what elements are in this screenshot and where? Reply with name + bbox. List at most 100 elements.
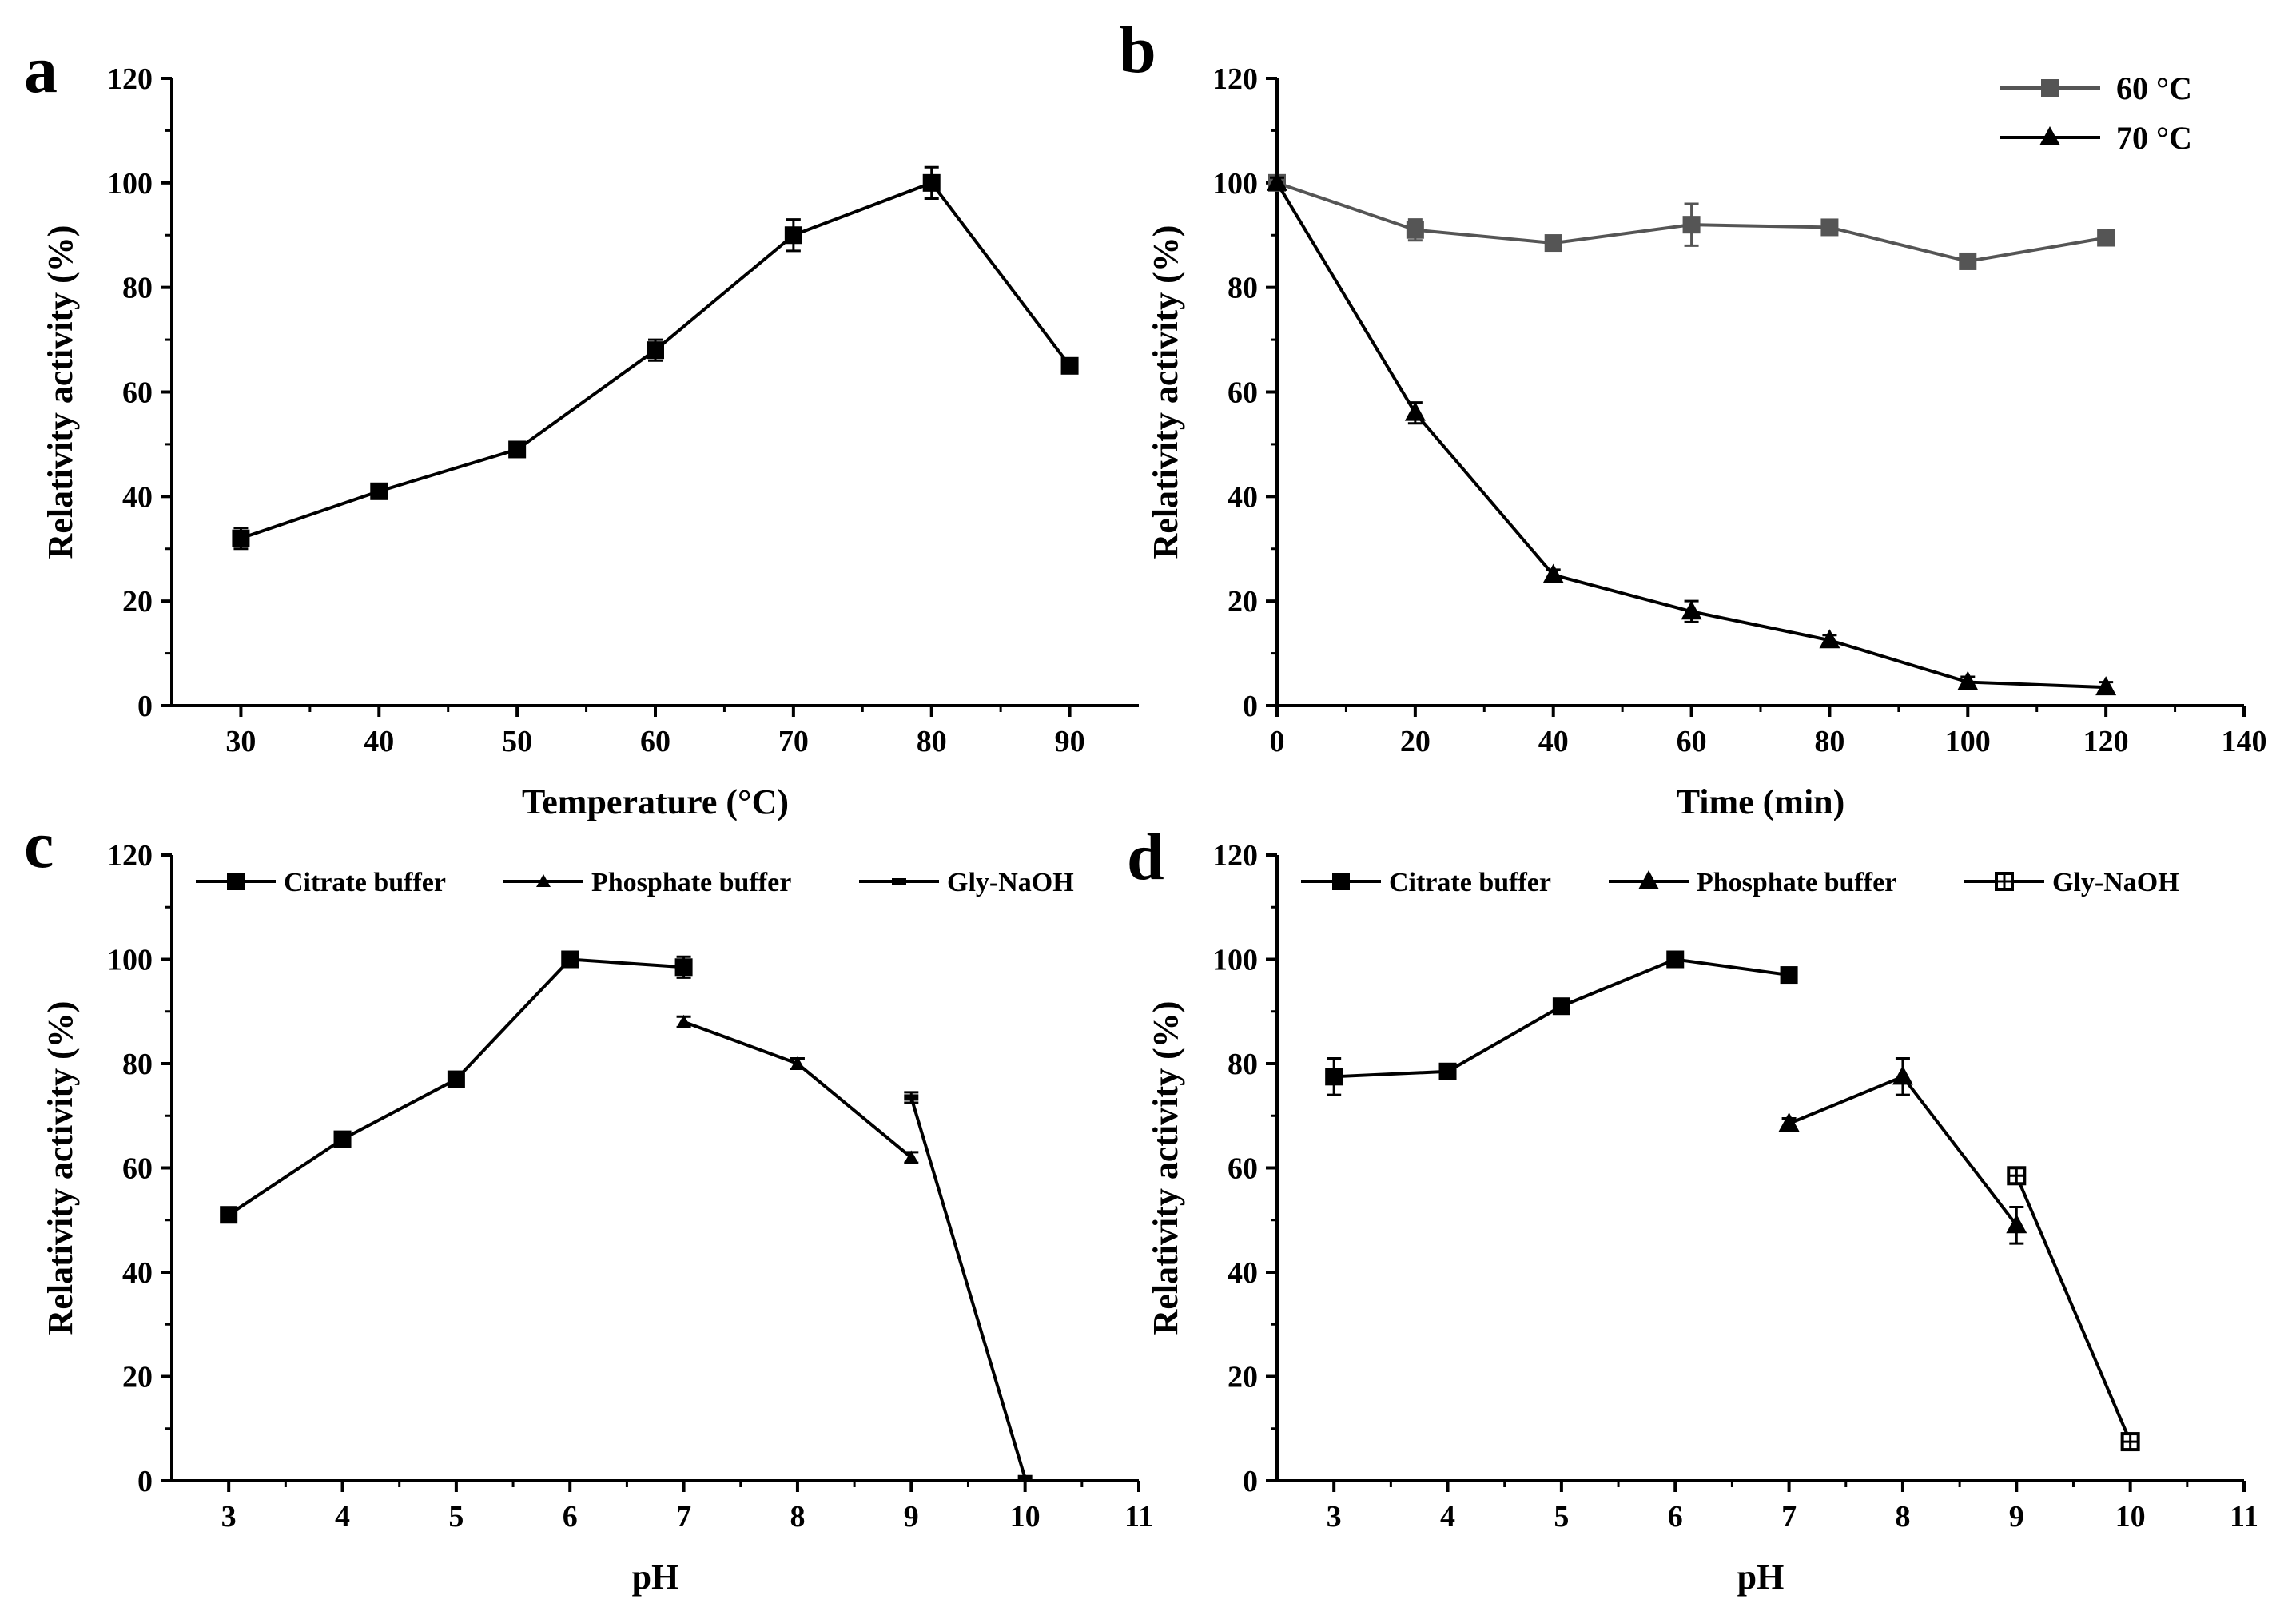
data-point — [904, 1094, 919, 1101]
legend: 60 °C 70 °C — [2000, 70, 2192, 156]
x-tick-label: 120 — [2083, 725, 2129, 758]
series-line — [682, 1020, 913, 1159]
series-citrate-buffer — [1325, 950, 1798, 1096]
data-point — [904, 1150, 919, 1164]
x-tick-label: 80 — [1814, 725, 1844, 758]
x-tick-label: 10 — [1010, 1500, 1041, 1533]
x-axis-title: pH — [632, 1557, 679, 1597]
y-tick-label: 0 — [1243, 1465, 1258, 1498]
data-point — [333, 1130, 352, 1148]
data-point — [370, 482, 388, 500]
data-point — [1438, 1062, 1457, 1080]
x-axis-title: pH — [1737, 1557, 1785, 1597]
x-tick-label: 11 — [2230, 1500, 2258, 1533]
data-point — [1959, 252, 1977, 270]
y-axis-title: Relativity activity (%) — [41, 1001, 80, 1335]
x-tick-label: 40 — [364, 725, 394, 758]
legend-marker — [1332, 873, 1350, 890]
x-tick-label: 8 — [1895, 1500, 1910, 1533]
series-line — [2015, 1175, 2132, 1442]
legend-label: Phosphate buffer — [1697, 868, 1896, 897]
y-axis-title: Relativity activity (%) — [41, 225, 80, 559]
panel-letter-c: c — [24, 808, 54, 882]
x-tick-label: 6 — [563, 1500, 578, 1533]
y-tick-label: 100 — [1212, 944, 1258, 977]
series-line — [1788, 1074, 2018, 1227]
panel-c: c 0 20 40 60 80 100 120 3 4 5 6 7 8 9 10 11 pH Relativity … — [24, 808, 1153, 1597]
x-tick-label: 5 — [1554, 1500, 1569, 1533]
data-point — [220, 1206, 238, 1224]
data-point — [1892, 1065, 1913, 1085]
panel-b: b 0 20 40 60 80 100 120 0 20 40 60 80 100 120 140 Time (… — [1119, 13, 2267, 821]
y-axis-title: Relativity activity (%) — [1146, 1001, 1185, 1335]
y-tick-label: 120 — [107, 62, 153, 96]
y-tick-label: 20 — [122, 585, 153, 619]
data-point — [1060, 356, 1079, 375]
series-phosphate-buffer — [676, 1014, 919, 1164]
data-point — [2120, 1432, 2140, 1452]
x-tick-label: 8 — [790, 1500, 805, 1533]
legend: Citrate buffer Phosphate buffer Gly-NaOH — [196, 868, 1074, 897]
y-tick-label: 80 — [1228, 272, 1258, 305]
panel-d: d 0 20 40 60 80 100 120 3 4 5 6 7 8 9 10 11 pH Relativity … — [1127, 820, 2258, 1597]
legend-marker — [892, 878, 906, 885]
x-tick-label: 6 — [1668, 1500, 1683, 1533]
data-point — [2006, 1214, 2027, 1234]
legend-label: Gly-NaOH — [2052, 868, 2179, 897]
y-tick-label: 0 — [137, 1465, 153, 1498]
y-tick-label: 60 — [1228, 1152, 1258, 1186]
legend-marker — [1638, 870, 1659, 889]
legend-marker — [2041, 79, 2059, 97]
series-gly-naoh — [2007, 1166, 2140, 1452]
x-tick-label: 10 — [2115, 1500, 2146, 1533]
data-point — [922, 173, 941, 192]
x-tick-label: 3 — [1327, 1500, 1342, 1533]
x-tick-label: 50 — [502, 725, 532, 758]
data-point — [790, 1056, 805, 1069]
data-point — [674, 958, 693, 977]
y-tick-label: 0 — [1243, 690, 1258, 723]
x-tick-label: 80 — [917, 725, 947, 758]
x-tick-label: 9 — [2009, 1500, 2024, 1533]
y-tick-label: 80 — [1228, 1048, 1258, 1081]
data-point — [1542, 563, 1564, 583]
data-point — [1778, 1112, 1800, 1132]
y-tick-label: 20 — [1228, 585, 1258, 619]
x-tick-label: 11 — [1124, 1500, 1153, 1533]
legend-label: 60 °C — [2116, 70, 2192, 106]
x-tick-label: 40 — [1538, 725, 1569, 758]
y-tick-label: 40 — [1228, 480, 1258, 514]
data-point — [1957, 670, 1979, 690]
series-60-c — [1268, 173, 2115, 270]
data-point — [1325, 1068, 1343, 1086]
legend: Citrate buffer Phosphate buffer Gly-NaOH — [1301, 868, 2179, 897]
x-tick-label: 30 — [225, 725, 256, 758]
panel-letter-b: b — [1119, 13, 1156, 87]
data-point — [1819, 629, 1840, 649]
y-tick-label: 60 — [122, 376, 153, 410]
x-tick-label: 7 — [1781, 1500, 1797, 1533]
x-tick-label: 9 — [904, 1500, 919, 1533]
data-point — [2095, 676, 2117, 696]
y-tick-label: 100 — [107, 944, 153, 977]
data-point — [1820, 218, 1839, 237]
legend-label: Gly-NaOH — [947, 868, 1074, 897]
data-point — [1681, 600, 1702, 620]
data-point — [1780, 966, 1798, 985]
y-tick-label: 100 — [1212, 167, 1258, 201]
data-point — [561, 950, 579, 969]
data-point — [647, 341, 664, 360]
y-tick-label: 60 — [122, 1152, 153, 1186]
x-tick-label: 3 — [221, 1500, 237, 1533]
series-70-c — [1267, 171, 2117, 696]
legend-marker — [536, 874, 551, 887]
legend-label: 70 °C — [2116, 120, 2192, 156]
series-gly-naoh — [904, 1091, 1033, 1482]
legend-label: Citrate buffer — [284, 868, 446, 897]
data-point — [2097, 229, 2115, 247]
series-line — [909, 1096, 1027, 1479]
series-activity — [232, 165, 1079, 551]
x-tick-label: 140 — [2222, 725, 2267, 758]
data-point — [1406, 221, 1424, 239]
panel-letter-a: a — [24, 33, 58, 107]
